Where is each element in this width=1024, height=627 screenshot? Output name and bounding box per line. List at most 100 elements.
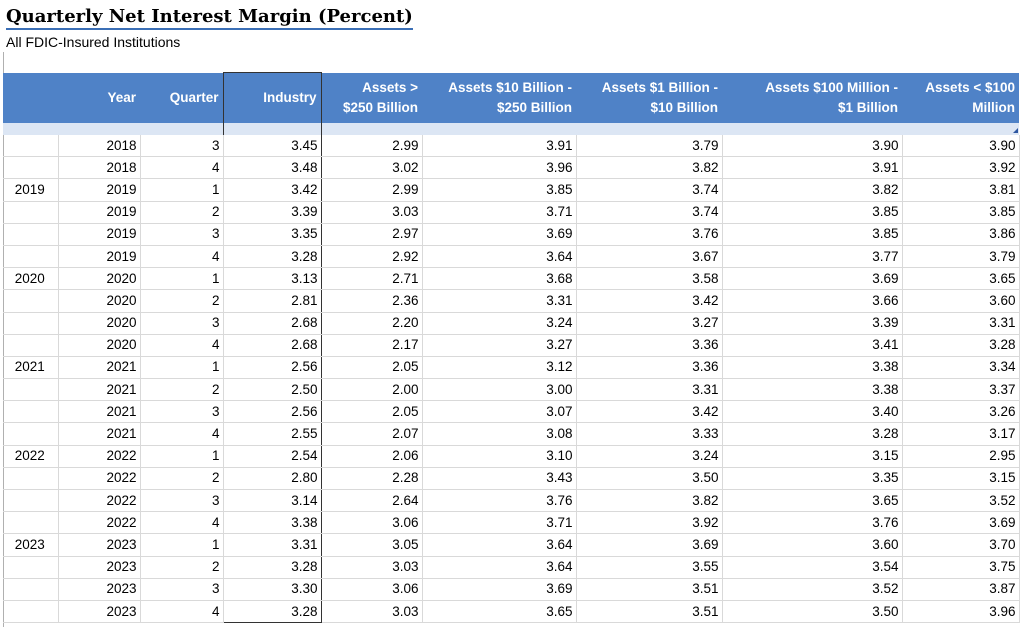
cell-quarter[interactable]: 4 — [140, 600, 224, 624]
header-year[interactable]: Year — [58, 72, 140, 123]
cell-industry[interactable]: 3.28 — [222, 245, 322, 269]
cell-year[interactable]: 2018 — [58, 156, 141, 180]
cell-assets-100m-1b[interactable]: 3.54 — [722, 556, 903, 579]
cell-industry[interactable]: 3.28 — [222, 556, 322, 579]
cell-year[interactable]: 2019 — [58, 223, 141, 246]
cell-year[interactable]: 2021 — [58, 356, 141, 380]
cell-assets-lt-100m[interactable]: 3.90 — [902, 135, 1020, 158]
cell-assets-10b-250b[interactable]: 3.00 — [422, 378, 577, 402]
cell-assets-lt-100m[interactable]: 3.81 — [902, 178, 1020, 202]
cell-assets-lt-100m[interactable]: 3.52 — [902, 489, 1020, 513]
cell-assets-100m-1b[interactable]: 3.15 — [722, 445, 903, 468]
cell-assets-1b-10b[interactable]: 3.50 — [576, 467, 723, 491]
cell-assets-250b[interactable]: 2.28 — [321, 467, 423, 491]
cell-assets-1b-10b[interactable]: 3.76 — [576, 223, 723, 246]
cell-assets-250b[interactable]: 2.97 — [321, 223, 423, 246]
cell-assets-1b-10b[interactable]: 3.79 — [576, 135, 723, 158]
cell-assets-250b[interactable]: 2.07 — [321, 422, 423, 446]
header-quarter[interactable]: Quarter — [140, 72, 223, 123]
cell-assets-100m-1b[interactable]: 3.91 — [722, 156, 903, 180]
cell-industry[interactable]: 3.42 — [222, 178, 322, 202]
cell-assets-10b-250b[interactable]: 3.91 — [422, 135, 577, 158]
cell-industry[interactable]: 3.30 — [222, 578, 322, 601]
cell-assets-10b-250b[interactable]: 3.96 — [422, 156, 577, 180]
row-group-label[interactable]: 2020 — [3, 267, 59, 291]
cell-year[interactable]: 2022 — [58, 467, 141, 491]
cell-assets-1b-10b[interactable]: 3.92 — [576, 511, 723, 535]
cell-assets-lt-100m[interactable]: 3.85 — [902, 201, 1020, 224]
row-group-label[interactable] — [3, 156, 59, 180]
cell-industry[interactable]: 3.38 — [222, 511, 322, 535]
cell-assets-lt-100m[interactable]: 3.28 — [902, 334, 1020, 357]
cell-assets-10b-250b[interactable]: 3.31 — [422, 289, 577, 313]
cell-industry[interactable]: 3.28 — [222, 600, 322, 624]
cell-assets-100m-1b[interactable]: 3.66 — [722, 289, 903, 313]
cell-assets-10b-250b[interactable]: 3.24 — [422, 312, 577, 335]
cell-assets-lt-100m[interactable]: 3.75 — [902, 556, 1020, 579]
cell-assets-100m-1b[interactable]: 3.39 — [722, 312, 903, 335]
row-group-label[interactable]: 2022 — [3, 445, 59, 468]
cell-assets-100m-1b[interactable]: 3.82 — [722, 178, 903, 202]
cell-quarter[interactable]: 1 — [140, 356, 224, 380]
cell-industry[interactable]: 2.81 — [222, 289, 322, 313]
cell-assets-250b[interactable]: 3.06 — [321, 511, 423, 535]
row-group-label[interactable] — [3, 511, 59, 535]
cell-assets-250b[interactable]: 2.06 — [321, 445, 423, 468]
cell-assets-10b-250b[interactable]: 3.65 — [422, 600, 577, 624]
cell-year[interactable]: 2020 — [58, 289, 141, 313]
cell-assets-lt-100m[interactable]: 3.34 — [902, 356, 1020, 380]
cell-year[interactable]: 2022 — [58, 511, 141, 535]
cell-assets-250b[interactable]: 3.03 — [321, 556, 423, 579]
cell-year[interactable]: 2021 — [58, 422, 141, 446]
cell-industry[interactable]: 3.31 — [222, 533, 322, 557]
cell-assets-1b-10b[interactable]: 3.24 — [576, 445, 723, 468]
cell-assets-10b-250b[interactable]: 3.07 — [422, 400, 577, 424]
cell-industry[interactable]: 2.56 — [222, 400, 322, 424]
row-group-label[interactable] — [3, 489, 59, 513]
cell-assets-10b-250b[interactable]: 3.64 — [422, 556, 577, 579]
cell-industry[interactable]: 3.45 — [222, 135, 322, 158]
cell-assets-250b[interactable]: 3.03 — [321, 600, 423, 624]
cell-industry[interactable]: 2.68 — [222, 312, 322, 335]
row-group-label[interactable] — [3, 289, 59, 313]
cell-quarter[interactable]: 3 — [140, 578, 224, 601]
cell-assets-10b-250b[interactable]: 3.85 — [422, 178, 577, 202]
header-assets-1b-10b[interactable]: Assets $1 Billion - $10 Billion — [576, 72, 722, 123]
cell-assets-1b-10b[interactable]: 3.33 — [576, 422, 723, 446]
cell-assets-1b-10b[interactable]: 3.55 — [576, 556, 723, 579]
cell-assets-1b-10b[interactable]: 3.51 — [576, 600, 723, 624]
cell-quarter[interactable]: 3 — [140, 400, 224, 424]
cell-quarter[interactable]: 4 — [140, 511, 224, 535]
cell-year[interactable]: 2019 — [58, 201, 141, 224]
cell-quarter[interactable]: 2 — [140, 556, 224, 579]
cell-assets-10b-250b[interactable]: 3.69 — [422, 578, 577, 601]
row-group-label[interactable] — [3, 400, 59, 424]
cell-industry[interactable]: 2.68 — [222, 334, 322, 357]
cell-year[interactable]: 2020 — [58, 267, 141, 291]
cell-assets-100m-1b[interactable]: 3.77 — [722, 245, 903, 269]
row-group-label[interactable] — [3, 556, 59, 579]
header-assets-lt-100m[interactable]: Assets < $100 Million — [902, 72, 1019, 123]
cell-assets-lt-100m[interactable]: 3.17 — [902, 422, 1020, 446]
header-assets-100m-1b[interactable]: Assets $100 Million - $1 Billion — [722, 72, 902, 123]
cell-industry[interactable]: 3.48 — [222, 156, 322, 180]
cell-assets-10b-250b[interactable]: 3.08 — [422, 422, 577, 446]
cell-assets-250b[interactable]: 2.71 — [321, 267, 423, 291]
cell-assets-250b[interactable]: 2.20 — [321, 312, 423, 335]
cell-assets-10b-250b[interactable]: 3.64 — [422, 533, 577, 557]
cell-assets-100m-1b[interactable]: 3.40 — [722, 400, 903, 424]
cell-assets-10b-250b[interactable]: 3.71 — [422, 201, 577, 224]
cell-assets-lt-100m[interactable]: 3.69 — [902, 511, 1020, 535]
cell-assets-1b-10b[interactable]: 3.27 — [576, 312, 723, 335]
cell-year[interactable]: 2019 — [58, 245, 141, 269]
row-group-label[interactable] — [3, 312, 59, 335]
cell-assets-10b-250b[interactable]: 3.68 — [422, 267, 577, 291]
cell-assets-100m-1b[interactable]: 3.76 — [722, 511, 903, 535]
cell-assets-1b-10b[interactable]: 3.42 — [576, 400, 723, 424]
cell-assets-lt-100m[interactable]: 3.92 — [902, 156, 1020, 180]
cell-assets-250b[interactable]: 2.00 — [321, 378, 423, 402]
cell-quarter[interactable]: 3 — [140, 223, 224, 246]
cell-assets-lt-100m[interactable]: 3.79 — [902, 245, 1020, 269]
cell-assets-10b-250b[interactable]: 3.43 — [422, 467, 577, 491]
cell-assets-10b-250b[interactable]: 3.64 — [422, 245, 577, 269]
